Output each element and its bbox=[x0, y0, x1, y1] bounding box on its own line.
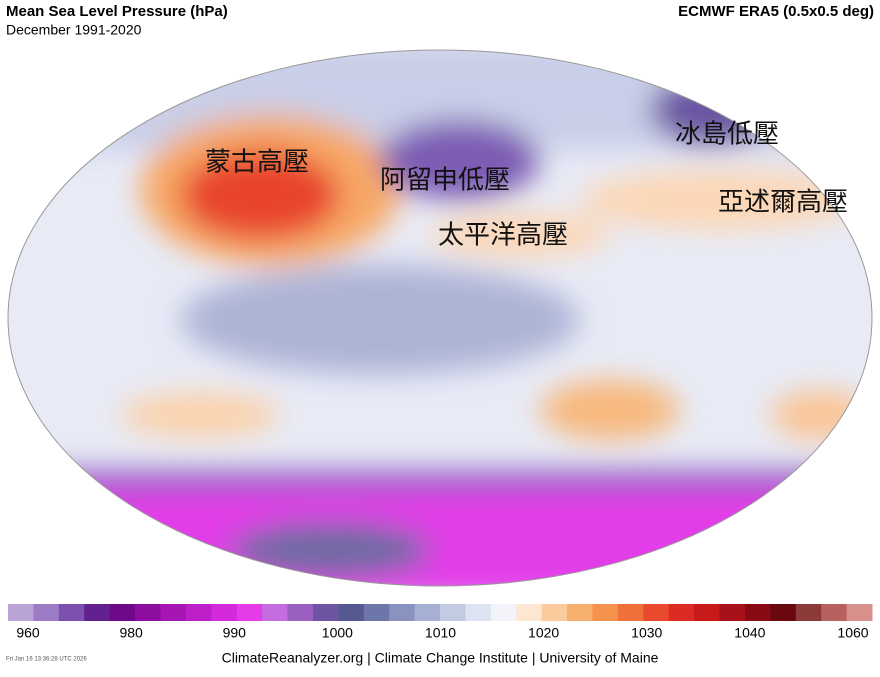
colorbar-swatch bbox=[694, 604, 721, 621]
colorbar-tick-label: 960 bbox=[16, 625, 40, 641]
colorbar-swatch bbox=[719, 604, 746, 621]
colorbar-swatch bbox=[744, 604, 771, 621]
colorbar-tick-label: 1020 bbox=[528, 625, 559, 641]
credit: ClimateReanalyzer.org | Climate Change I… bbox=[222, 650, 659, 666]
colorbar-swatch bbox=[363, 604, 390, 621]
colorbar-swatch bbox=[617, 604, 644, 621]
map-label: 冰島低壓 bbox=[675, 120, 779, 150]
colorbar-swatch bbox=[135, 604, 161, 621]
colorbar-tick-label: 1010 bbox=[425, 625, 456, 641]
colorbar-swatch bbox=[338, 604, 365, 621]
colorbar-swatch bbox=[541, 604, 568, 621]
timestamp: Fri Jan 16 13:36:28 UTC 2026 bbox=[6, 657, 87, 663]
colorbar-swatch bbox=[236, 604, 263, 621]
colorbar-swatch bbox=[592, 604, 619, 621]
colorbar-swatch bbox=[465, 604, 492, 621]
colorbar-tick-label: 1060 bbox=[837, 625, 868, 641]
map-border bbox=[7, 49, 873, 587]
colorbar-swatch bbox=[389, 604, 416, 621]
colorbar-swatch bbox=[262, 604, 289, 621]
colorbar-swatch bbox=[440, 604, 466, 621]
map-label: 阿留申低壓 bbox=[380, 166, 510, 196]
colorbar-swatch bbox=[490, 604, 517, 621]
colorbar-swatch bbox=[287, 604, 314, 621]
colorbar-swatch bbox=[770, 604, 797, 621]
colorbar-swatch bbox=[33, 604, 60, 621]
colorbar-swatch bbox=[84, 604, 111, 621]
colorbar-swatch bbox=[846, 604, 873, 621]
colorbar-swatch bbox=[643, 604, 670, 621]
title: Mean Sea Level Pressure (hPa) bbox=[6, 3, 228, 20]
colorbar: 960 980 990 1000 1010 1020 1030 1040 1060 bbox=[8, 604, 873, 641]
colorbar-swatch bbox=[160, 604, 187, 621]
map-label: 蒙古高壓 bbox=[205, 148, 309, 178]
colorbar-swatch bbox=[795, 604, 822, 621]
colorbar-swatch bbox=[567, 604, 593, 621]
colorbar-swatch bbox=[414, 604, 441, 621]
colorbar-tick-label: 1000 bbox=[322, 625, 353, 641]
colorbar-tick-label: 990 bbox=[223, 625, 247, 641]
colorbar-swatch bbox=[211, 604, 238, 621]
map-label: 太平洋高壓 bbox=[438, 221, 568, 251]
colorbar-swatch bbox=[821, 604, 848, 621]
colorbar-tick-label: 1040 bbox=[734, 625, 765, 641]
colorbar-swatch bbox=[668, 604, 695, 621]
colorbar-swatch bbox=[8, 604, 34, 621]
colorbar-tick-label: 980 bbox=[119, 625, 143, 641]
colorbar-swatch bbox=[109, 604, 136, 621]
colorbar-swatch bbox=[516, 604, 543, 621]
colorbar-swatch bbox=[312, 604, 339, 621]
source: ECMWF ERA5 (0.5x0.5 deg) bbox=[678, 3, 874, 20]
map-label: 亞述爾高壓 bbox=[718, 188, 848, 218]
colorbar-swatch bbox=[185, 604, 212, 621]
colorbar-swatch bbox=[58, 604, 85, 621]
colorbar-tick-label: 1030 bbox=[631, 625, 662, 641]
subtitle: December 1991-2020 bbox=[6, 22, 142, 38]
